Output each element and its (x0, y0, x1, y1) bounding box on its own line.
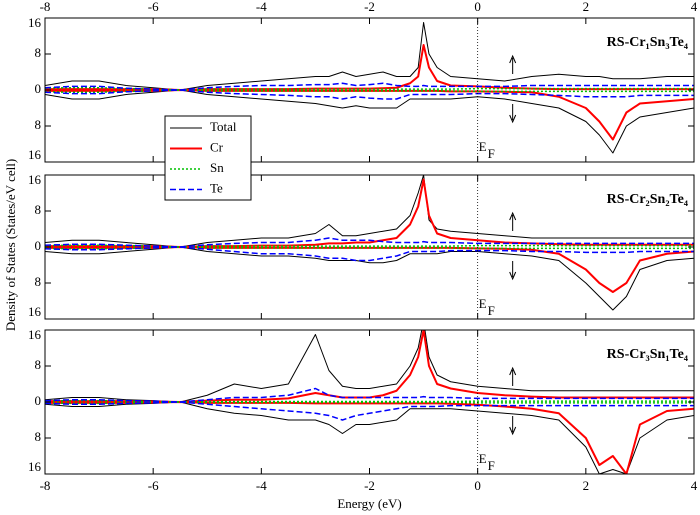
y-tick-label: 16 (28, 172, 42, 187)
x-tick-label: 0 (474, 478, 481, 493)
x-tick-label: -2 (364, 478, 375, 493)
spin-down-arrow (509, 261, 517, 281)
spin-down-arrow (509, 416, 517, 436)
y-tick-label: 0 (35, 393, 42, 408)
fermi-label-sub: F (488, 303, 495, 318)
x-tick-label: 2 (583, 478, 590, 493)
panel-label: RS-Cr₂Sn₂Te₄ (607, 192, 689, 207)
legend-box (164, 115, 252, 201)
fermi-label: E (479, 296, 487, 311)
y-tick-label: 16 (28, 147, 42, 162)
legend-label: Total (210, 119, 237, 134)
dos-line (45, 178, 694, 248)
dos-line (45, 237, 694, 248)
y-tick-label: 8 (35, 202, 42, 217)
x-tick-label-top: 4 (691, 0, 698, 14)
dos-line (45, 401, 694, 405)
x-axis-title: Energy (eV) (337, 496, 401, 511)
x-tick-label: 4 (691, 478, 698, 493)
x-tick-label: -6 (148, 478, 159, 493)
legend-label: Cr (210, 139, 224, 154)
x-tick-label-top: 2 (583, 0, 590, 14)
spin-up-arrow (509, 54, 517, 74)
dos-line (45, 82, 694, 91)
y-tick-label: 8 (35, 357, 42, 372)
y-tick-label: 0 (35, 81, 42, 96)
dos-line (45, 89, 694, 100)
legend-label: Sn (210, 160, 224, 175)
y-tick-label: 8 (35, 429, 42, 444)
x-tick-label-top: -8 (40, 0, 51, 14)
dos-line (45, 89, 694, 154)
plot-area (45, 330, 694, 474)
legend-label: Te (210, 180, 223, 195)
y-tick-label: 8 (35, 45, 42, 60)
y-tick-label: 16 (28, 304, 42, 319)
spin-up-arrow (509, 366, 517, 386)
y-tick-label: 16 (28, 459, 42, 474)
dos-line (45, 22, 694, 91)
dos-line (45, 401, 694, 421)
panel-label: RS-Cr₁Sn₃Te₄ (607, 35, 689, 50)
plot-area (45, 175, 694, 311)
panel-label: RS-Cr₃Sn₁Te₄ (607, 347, 689, 362)
dos-line (45, 246, 694, 311)
dos-line (45, 89, 694, 93)
y-tick-label: 8 (35, 117, 42, 132)
fermi-label: E (479, 451, 487, 466)
fermi-label: E (479, 139, 487, 154)
y-tick-label: 16 (28, 327, 42, 342)
plot-area (45, 22, 694, 154)
dos-line (45, 401, 694, 474)
dos-line (45, 246, 694, 293)
spin-up-arrow (509, 211, 517, 231)
y-tick-label: 0 (35, 238, 42, 253)
dos-line (45, 387, 694, 403)
dos-line (45, 330, 694, 403)
x-tick-label: -4 (256, 478, 267, 493)
x-tick-label-top: 0 (474, 0, 481, 14)
y-tick-label: 16 (28, 15, 42, 30)
y-tick-label: 8 (35, 274, 42, 289)
x-tick-label-top: -6 (148, 0, 159, 14)
x-tick-label-top: -2 (364, 0, 375, 14)
dos-line (45, 175, 694, 248)
dos-line (45, 246, 694, 262)
x-tick-label: -8 (40, 478, 51, 493)
y-axis-title: Density of States (States/eV cell) (3, 159, 18, 331)
x-tick-label-top: -4 (256, 0, 267, 14)
spin-down-arrow (509, 104, 517, 124)
fermi-label-sub: F (488, 458, 495, 473)
fermi-label-sub: F (488, 146, 495, 161)
dos-line (45, 44, 694, 91)
